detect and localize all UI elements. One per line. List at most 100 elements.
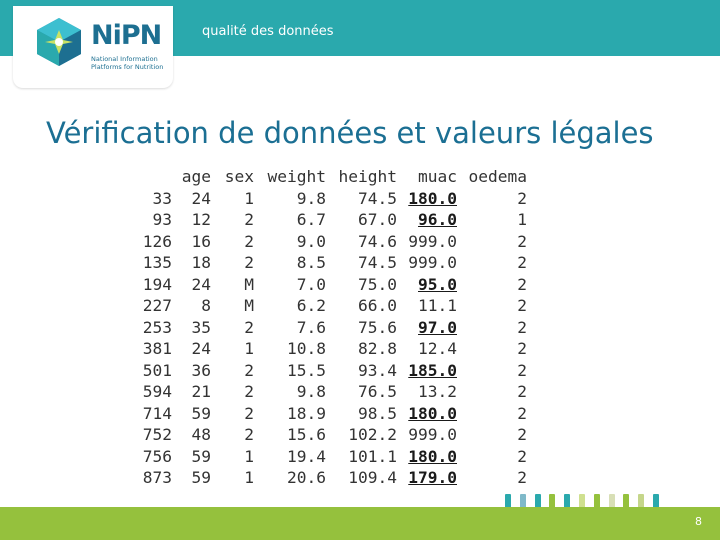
cell-muac: 180.0 <box>408 403 457 423</box>
logo-subtitle: National Information Platforms for Nutri… <box>91 55 171 71</box>
cell-muac: 180.0 <box>408 446 457 466</box>
table-row: 194 24 M 7.0 75.0 95.0 2 <box>140 274 527 296</box>
table-row: 873 59 1 20.6 109.4 179.0 2 <box>140 467 527 489</box>
cell-height: 75.0 <box>358 274 397 294</box>
table-row: 594 21 2 9.8 76.5 13.2 2 <box>140 381 527 403</box>
cell-sex: 2 <box>244 210 254 229</box>
cell-id: 126 <box>142 231 172 251</box>
cell-id: 501 <box>142 360 172 380</box>
cell-age: 21 <box>191 382 212 401</box>
cell-weight: 15.6 <box>287 425 326 444</box>
cell-sex: 1 <box>244 468 254 487</box>
cell-id: 194 <box>142 274 172 294</box>
cell-oedema: 2 <box>517 231 527 251</box>
cell-oedema: 2 <box>517 360 527 380</box>
cell-oedema: 2 <box>517 468 527 487</box>
cell-sex: 2 <box>244 253 254 272</box>
cell-age: 18 <box>191 253 212 272</box>
cell-weight: 7.0 <box>296 274 326 294</box>
cell-weight: 9.8 <box>296 188 326 208</box>
table-row: 253 35 2 7.6 75.6 97.0 2 <box>140 317 527 339</box>
logo-subtitle-line2: Platforms for Nutrition <box>91 63 164 71</box>
cell-weight: 6.2 <box>296 296 326 315</box>
cell-age: 48 <box>191 425 212 444</box>
cell-id: 381 <box>142 339 172 358</box>
cell-height: 76.5 <box>358 382 397 401</box>
cell-sex: M <box>244 296 254 315</box>
cell-weight: 20.6 <box>287 468 326 487</box>
slide-title: Vérification de données et valeurs légal… <box>46 116 654 150</box>
cell-muac: 999.0 <box>408 231 457 251</box>
cell-weight: 8.5 <box>296 253 326 272</box>
cell-sex: 2 <box>244 382 254 401</box>
table-row: 227 8 M 6.2 66.0 11.1 2 <box>140 295 527 317</box>
table-body: 33 24 1 9.8 74.5 180.0 2 93 12 2 6.7 67.0 96.0 1 126 16… <box>140 188 527 489</box>
cell-height: 75.6 <box>358 317 397 337</box>
cell-muac: 12.4 <box>418 339 457 358</box>
table-header: age sex weight height muac oedema <box>140 166 527 188</box>
cell-muac: 999.0 <box>408 425 457 444</box>
cell-sex: 1 <box>244 339 254 358</box>
cell-weight: 19.4 <box>287 446 326 466</box>
nipn-logo: NiPN National Information Platforms for … <box>13 6 173 88</box>
table-row: 126 16 2 9.0 74.6 999.0 2 <box>140 231 527 253</box>
logo-subtitle-line1: National Information <box>91 55 158 63</box>
cell-oedema: 2 <box>517 188 527 208</box>
cell-age: 24 <box>191 339 212 358</box>
footer-bar <box>0 507 720 540</box>
cell-weight: 9.8 <box>296 382 326 401</box>
cell-oedema: 2 <box>517 274 527 294</box>
cell-age: 59 <box>191 403 212 423</box>
cell-age: 24 <box>191 274 212 294</box>
cell-oedema: 2 <box>517 317 527 337</box>
cell-sex: 2 <box>244 231 254 251</box>
cell-sex: 1 <box>244 446 254 466</box>
column-header-sex: sex <box>224 167 254 186</box>
cell-muac: 13.2 <box>418 382 457 401</box>
column-header-oedema: oedema <box>468 167 527 186</box>
table-row: 33 24 1 9.8 74.5 180.0 2 <box>140 188 528 210</box>
cell-sex: 2 <box>244 360 254 380</box>
cell-weight: 18.9 <box>287 403 326 423</box>
cell-oedema: 2 <box>517 296 527 315</box>
logo-name: NiPN <box>91 20 162 51</box>
cell-weight: 9.0 <box>296 231 326 251</box>
cell-oedema: 2 <box>517 403 527 423</box>
cell-height: 82.8 <box>358 339 397 358</box>
cell-age: 16 <box>191 231 212 251</box>
header-subtitle: qualité des données <box>202 24 334 39</box>
cell-height: 109.4 <box>348 468 397 487</box>
cell-id: 752 <box>142 425 172 444</box>
cell-sex: 2 <box>244 317 254 337</box>
cell-weight: 6.7 <box>296 210 326 229</box>
column-header-age: age <box>181 167 211 186</box>
cell-id: 93 <box>152 210 173 229</box>
cell-id: 33 <box>152 188 173 208</box>
cell-age: 59 <box>191 468 212 487</box>
cell-age: 36 <box>191 360 212 380</box>
cell-oedema: 2 <box>517 339 527 358</box>
cell-muac: 95.0 <box>418 274 457 294</box>
cell-sex: 1 <box>244 188 254 208</box>
cell-oedema: 2 <box>517 253 527 272</box>
cell-age: 24 <box>191 188 212 208</box>
cell-height: 98.5 <box>358 403 397 423</box>
column-header-height: height <box>338 167 397 186</box>
cell-height: 74.5 <box>358 188 397 208</box>
cell-weight: 7.6 <box>296 317 326 337</box>
cell-height: 66.0 <box>358 296 397 315</box>
table-row: 381 24 1 10.8 82.8 12.4 2 <box>140 338 527 360</box>
cell-height: 102.2 <box>348 425 397 444</box>
cell-height: 67.0 <box>358 210 397 229</box>
cell-muac: 179.0 <box>408 468 457 487</box>
cell-muac: 11.1 <box>418 296 457 315</box>
cell-sex: 2 <box>244 425 254 444</box>
cell-muac: 999.0 <box>408 253 457 272</box>
cell-age: 12 <box>191 210 212 229</box>
cell-sex: 2 <box>244 403 254 423</box>
cell-id: 756 <box>142 446 172 466</box>
cube-logo-icon <box>37 18 81 66</box>
page-number: 8 <box>695 515 702 528</box>
cell-height: 93.4 <box>358 360 397 380</box>
cell-id: 135 <box>142 253 172 272</box>
